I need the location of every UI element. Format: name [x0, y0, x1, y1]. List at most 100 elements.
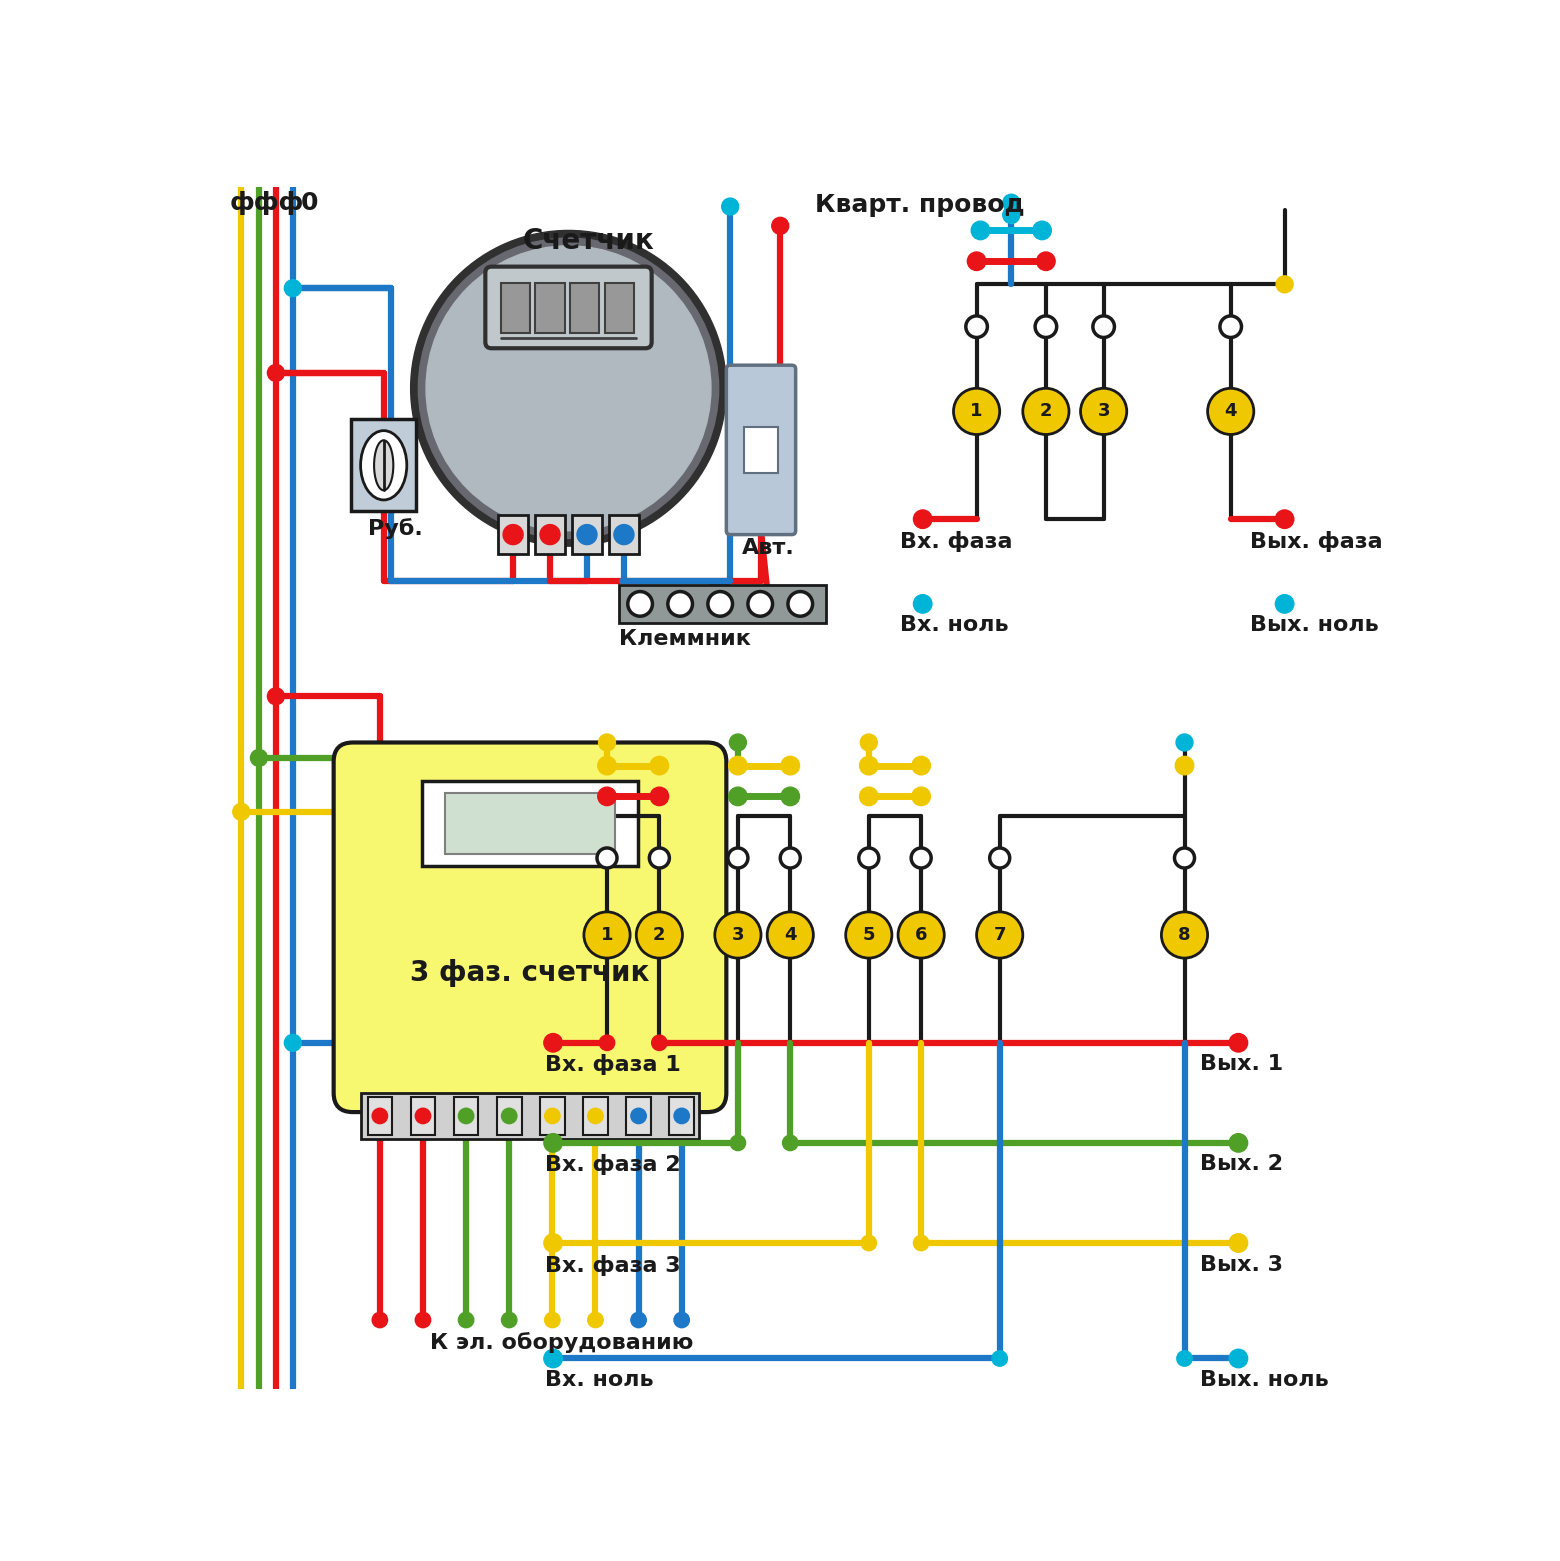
Circle shape	[630, 1108, 646, 1124]
Text: 1: 1	[601, 926, 613, 944]
Bar	[619, 585, 827, 623]
Circle shape	[913, 787, 930, 805]
Circle shape	[860, 848, 878, 868]
Circle shape	[597, 787, 616, 805]
Circle shape	[714, 912, 761, 958]
Circle shape	[649, 848, 669, 868]
Text: Авт.: Авт.	[741, 539, 794, 559]
Bar	[571, 515, 602, 554]
Circle shape	[953, 389, 1000, 434]
Bar	[583, 1097, 608, 1135]
Circle shape	[651, 787, 669, 805]
Circle shape	[911, 848, 931, 868]
Circle shape	[544, 1349, 562, 1367]
Circle shape	[652, 1035, 668, 1051]
Circle shape	[426, 245, 711, 531]
Ellipse shape	[360, 431, 407, 500]
Bar	[368, 1097, 392, 1135]
Text: Счетчик: Счетчик	[523, 226, 654, 254]
Text: Вх. фаза 2: Вх. фаза 2	[546, 1155, 682, 1175]
Circle shape	[729, 787, 747, 805]
Circle shape	[1023, 389, 1069, 434]
Circle shape	[540, 524, 560, 545]
Text: Вых. 3: Вых. 3	[1200, 1255, 1282, 1274]
Bar	[410, 1097, 435, 1135]
Circle shape	[782, 757, 799, 774]
Circle shape	[410, 231, 727, 546]
Circle shape	[966, 315, 987, 337]
Text: Вх. фаза 3: Вх. фаза 3	[546, 1255, 682, 1275]
Bar	[608, 515, 640, 554]
Circle shape	[1036, 315, 1056, 337]
Text: Вых. ноль: Вых. ноль	[1250, 615, 1379, 635]
Circle shape	[615, 524, 633, 545]
Text: ффф: ффф	[229, 190, 304, 215]
Text: Вых. фаза: Вых. фаза	[1250, 531, 1382, 551]
Circle shape	[1220, 315, 1242, 337]
Text: 5: 5	[863, 926, 875, 944]
Bar	[744, 426, 778, 473]
Text: Клеммник: Клеммник	[619, 629, 750, 649]
Circle shape	[668, 592, 693, 617]
Bar	[540, 1097, 565, 1135]
Circle shape	[636, 912, 682, 958]
Circle shape	[583, 912, 630, 958]
Circle shape	[674, 1108, 690, 1124]
Text: 4: 4	[1225, 403, 1237, 420]
Bar	[498, 1097, 521, 1135]
Circle shape	[1094, 315, 1114, 337]
Circle shape	[989, 848, 1009, 868]
Circle shape	[651, 757, 669, 774]
Circle shape	[1003, 206, 1020, 223]
Text: Вх. ноль: Вх. ноль	[900, 615, 1008, 635]
Text: 1: 1	[970, 403, 983, 420]
Circle shape	[1276, 276, 1293, 293]
Circle shape	[846, 912, 892, 958]
Circle shape	[914, 510, 931, 529]
Circle shape	[599, 1035, 615, 1051]
Bar	[498, 515, 529, 554]
FancyBboxPatch shape	[727, 365, 796, 534]
Circle shape	[588, 1313, 604, 1328]
Circle shape	[459, 1108, 474, 1124]
Text: 0: 0	[301, 190, 318, 215]
Circle shape	[630, 1313, 646, 1328]
Circle shape	[914, 1235, 928, 1250]
Circle shape	[501, 1313, 516, 1328]
Ellipse shape	[374, 440, 393, 490]
Bar	[535, 515, 565, 554]
Text: 8: 8	[1178, 926, 1190, 944]
Circle shape	[373, 1108, 387, 1124]
Circle shape	[415, 1108, 431, 1124]
Text: 6: 6	[914, 926, 927, 944]
Circle shape	[977, 912, 1023, 958]
Text: 4: 4	[785, 926, 797, 944]
Text: 2: 2	[654, 926, 666, 944]
Circle shape	[860, 757, 878, 774]
Circle shape	[284, 279, 301, 297]
Circle shape	[1003, 194, 1020, 211]
Circle shape	[730, 1135, 746, 1150]
Text: Вх. фаза 1: Вх. фаза 1	[546, 1054, 682, 1076]
Bar	[535, 283, 565, 332]
Bar	[423, 780, 638, 866]
Bar	[569, 283, 599, 332]
Circle shape	[972, 222, 989, 240]
Circle shape	[1081, 389, 1126, 434]
Circle shape	[1229, 1349, 1248, 1367]
Circle shape	[913, 757, 930, 774]
Text: 7: 7	[994, 926, 1006, 944]
FancyBboxPatch shape	[334, 743, 727, 1111]
Text: 3: 3	[1097, 403, 1109, 420]
Circle shape	[544, 1313, 560, 1328]
Circle shape	[1276, 595, 1293, 613]
Circle shape	[1175, 848, 1195, 868]
Circle shape	[1037, 251, 1055, 270]
Circle shape	[772, 217, 789, 234]
Circle shape	[782, 787, 799, 805]
Circle shape	[544, 1133, 562, 1152]
Circle shape	[267, 364, 284, 381]
Text: Вх. фаза: Вх. фаза	[900, 531, 1012, 551]
Bar	[626, 1097, 651, 1135]
Circle shape	[788, 592, 813, 617]
